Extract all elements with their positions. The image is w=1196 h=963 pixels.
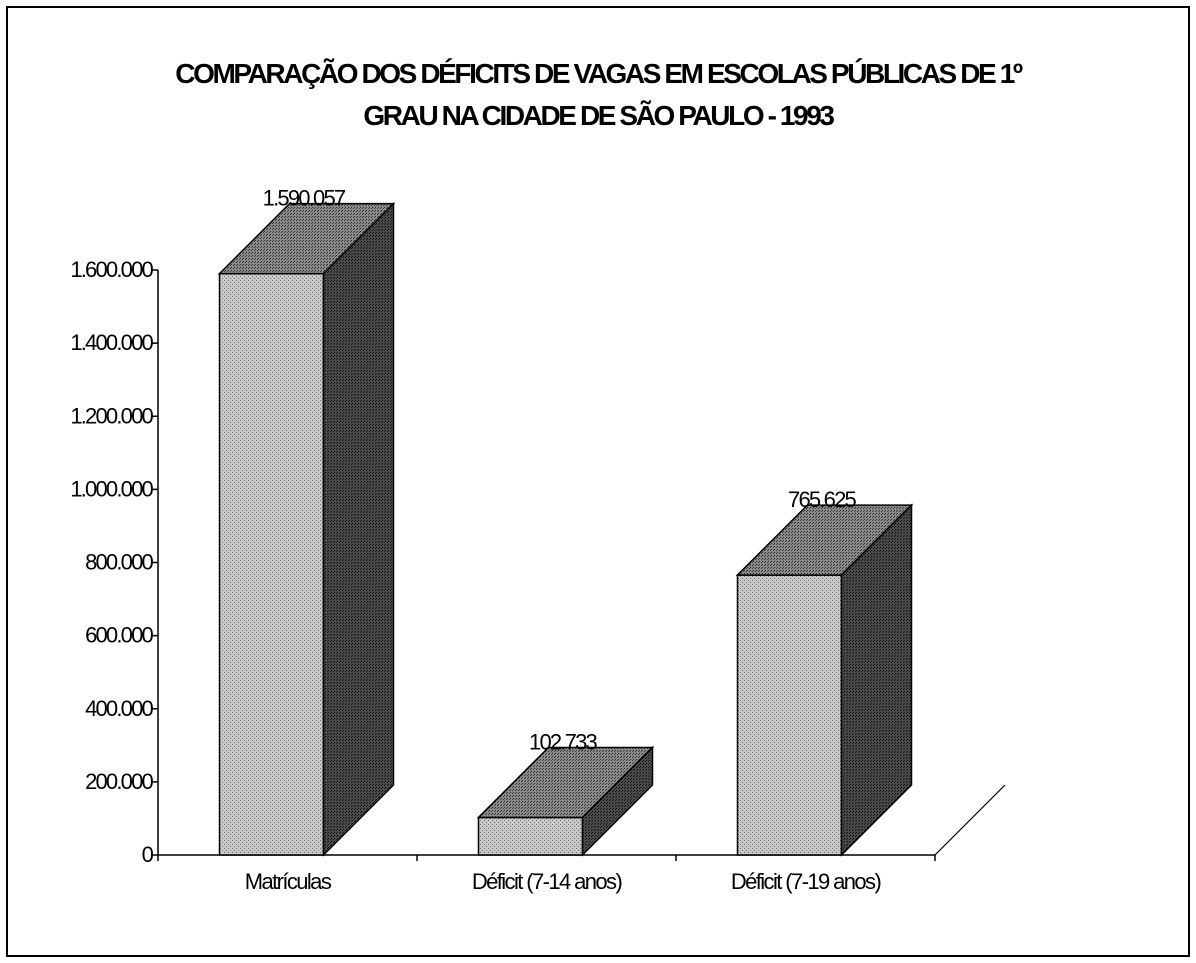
floor-depth-edge (934, 784, 1006, 856)
bar-side-face (840, 503, 913, 857)
bar (217, 201, 396, 857)
labels: 0 200.000 400.000 600.000 800.000 1.000.000 1.… (70, 186, 882, 894)
bars (217, 201, 914, 857)
bar-data-label: 1.590.057 (263, 186, 346, 211)
chart-title-line-1: COMPARAÇÃO DOS DÉFICITS DE VAGAS EM ESCO… (175, 58, 1023, 89)
y-tick-label: 1.400.000 (70, 330, 153, 355)
x-category-label: Déficit (7-19 anos) (731, 869, 881, 894)
y-tick-label: 400.000 (85, 696, 153, 721)
chart-title-line-2: GRAU NA CIDADE DE SÃO PAULO - 1993 (363, 100, 835, 131)
bar (735, 503, 914, 857)
y-tick-label: 1.600.000 (70, 257, 153, 282)
bar-front-face (477, 816, 584, 856)
bar (476, 745, 655, 857)
y-tick-label: 1.000.000 (70, 476, 153, 501)
y-tick-label: 1.200.000 (70, 403, 153, 428)
y-tick-label: 800.000 (85, 550, 153, 575)
x-category-label: Déficit (7-14 anos) (472, 869, 622, 894)
bar-front-face (736, 574, 843, 856)
y-tick-label: 0 (142, 842, 154, 867)
y-tick-label: 200.000 (85, 769, 153, 794)
x-category-label: Matrículas (245, 869, 332, 894)
y-tick-label: 600.000 (85, 623, 153, 648)
bar-front-face (218, 272, 325, 856)
bar-data-label: 765.625 (788, 487, 856, 512)
bar-side-face (581, 745, 654, 857)
bar-side-face (322, 201, 395, 857)
bar-data-label: 102.733 (529, 729, 597, 754)
